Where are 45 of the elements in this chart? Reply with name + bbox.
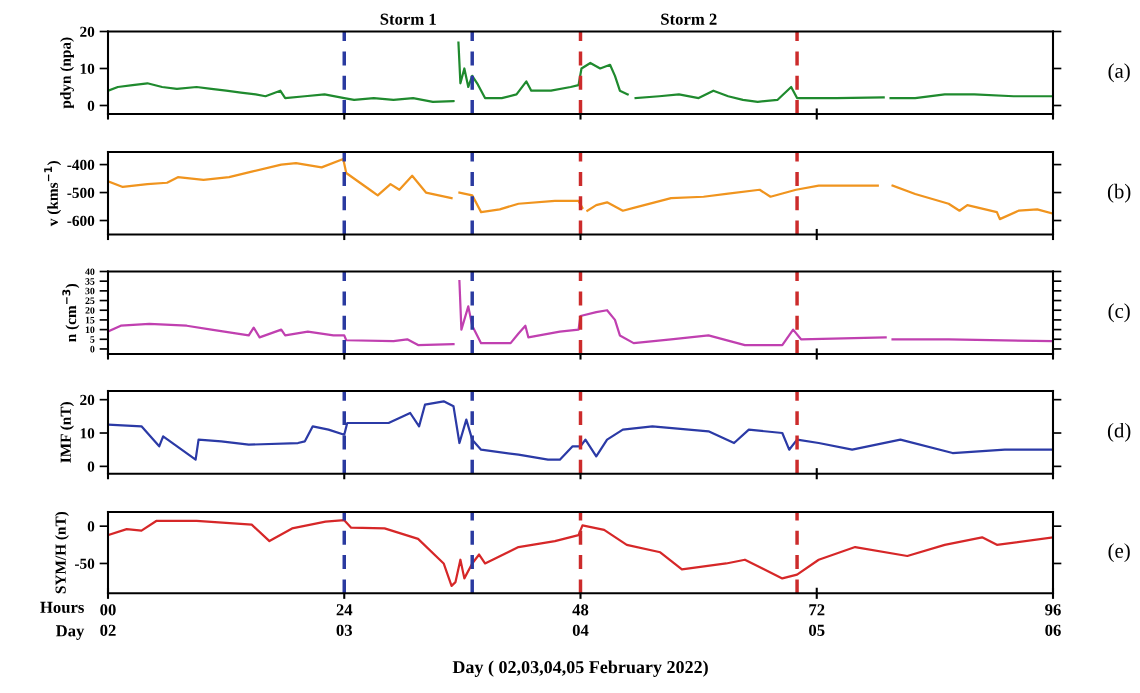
y-tick-label: -50 <box>75 558 95 569</box>
y-axis-title: pdyn (npa) <box>60 37 74 109</box>
x2-tick-label: 04 <box>572 624 589 636</box>
text: (e) <box>1108 543 1130 563</box>
text: Storm 2 <box>661 13 717 25</box>
text: (a) <box>1108 63 1130 83</box>
x-axis-title: Day ( 02,03,04,05 February 2022) <box>452 660 708 677</box>
text: Storm 1 <box>380 13 436 25</box>
y-tick-label: 20 <box>80 394 95 406</box>
x-tick-label: 24 <box>336 604 353 616</box>
x-tick-label: 00 <box>100 604 116 616</box>
y-axis-title: n (cm$^{−3}$) <box>62 283 80 342</box>
x2-tick-label: 06 <box>1045 624 1061 636</box>
y-tick-label: 10 <box>80 63 95 74</box>
y-tick-label: -500 <box>67 187 95 198</box>
y-tick-label: 30 <box>85 287 95 295</box>
y-axis-title: IMF (nT) <box>60 402 74 463</box>
x2-tick-label: 02 <box>100 624 116 636</box>
x-tick-label: 48 <box>572 604 589 616</box>
y-tick-label: 0 <box>90 345 95 353</box>
y-tick-label: 20 <box>85 307 95 314</box>
y-tick-label: 10 <box>80 428 95 439</box>
x2-tick-label: 03 <box>336 624 353 636</box>
y-tick-label: 40 <box>85 268 95 275</box>
y-tick-label: 10 <box>85 326 95 334</box>
x-tick-label: 72 <box>809 604 825 616</box>
text: Day <box>55 625 85 640</box>
y-tick-label: 0 <box>87 100 95 111</box>
y-tick-label: -600 <box>67 215 95 226</box>
y-tick-label: 5 <box>90 336 95 343</box>
text: Hours <box>40 601 84 613</box>
text: (b) <box>1107 183 1131 203</box>
text: (c) <box>1108 303 1130 323</box>
y-tick-label: 0 <box>87 461 95 472</box>
y-tick-label: 25 <box>85 297 95 305</box>
y-tick-label: 0 <box>87 521 95 532</box>
x2-tick-label: 05 <box>809 624 825 636</box>
y-tick-label: -400 <box>67 159 95 171</box>
x-tick-label: 96 <box>1045 604 1061 616</box>
y-axis-title: v (kms$^{−1}$) <box>44 161 62 227</box>
text: (d) <box>1107 422 1131 442</box>
y-tick-label: 35 <box>85 278 95 285</box>
y-tick-label: 20 <box>80 26 95 37</box>
y-axis-title: SYM/H (nT) <box>55 511 69 594</box>
y-tick-label: 15 <box>85 316 95 324</box>
